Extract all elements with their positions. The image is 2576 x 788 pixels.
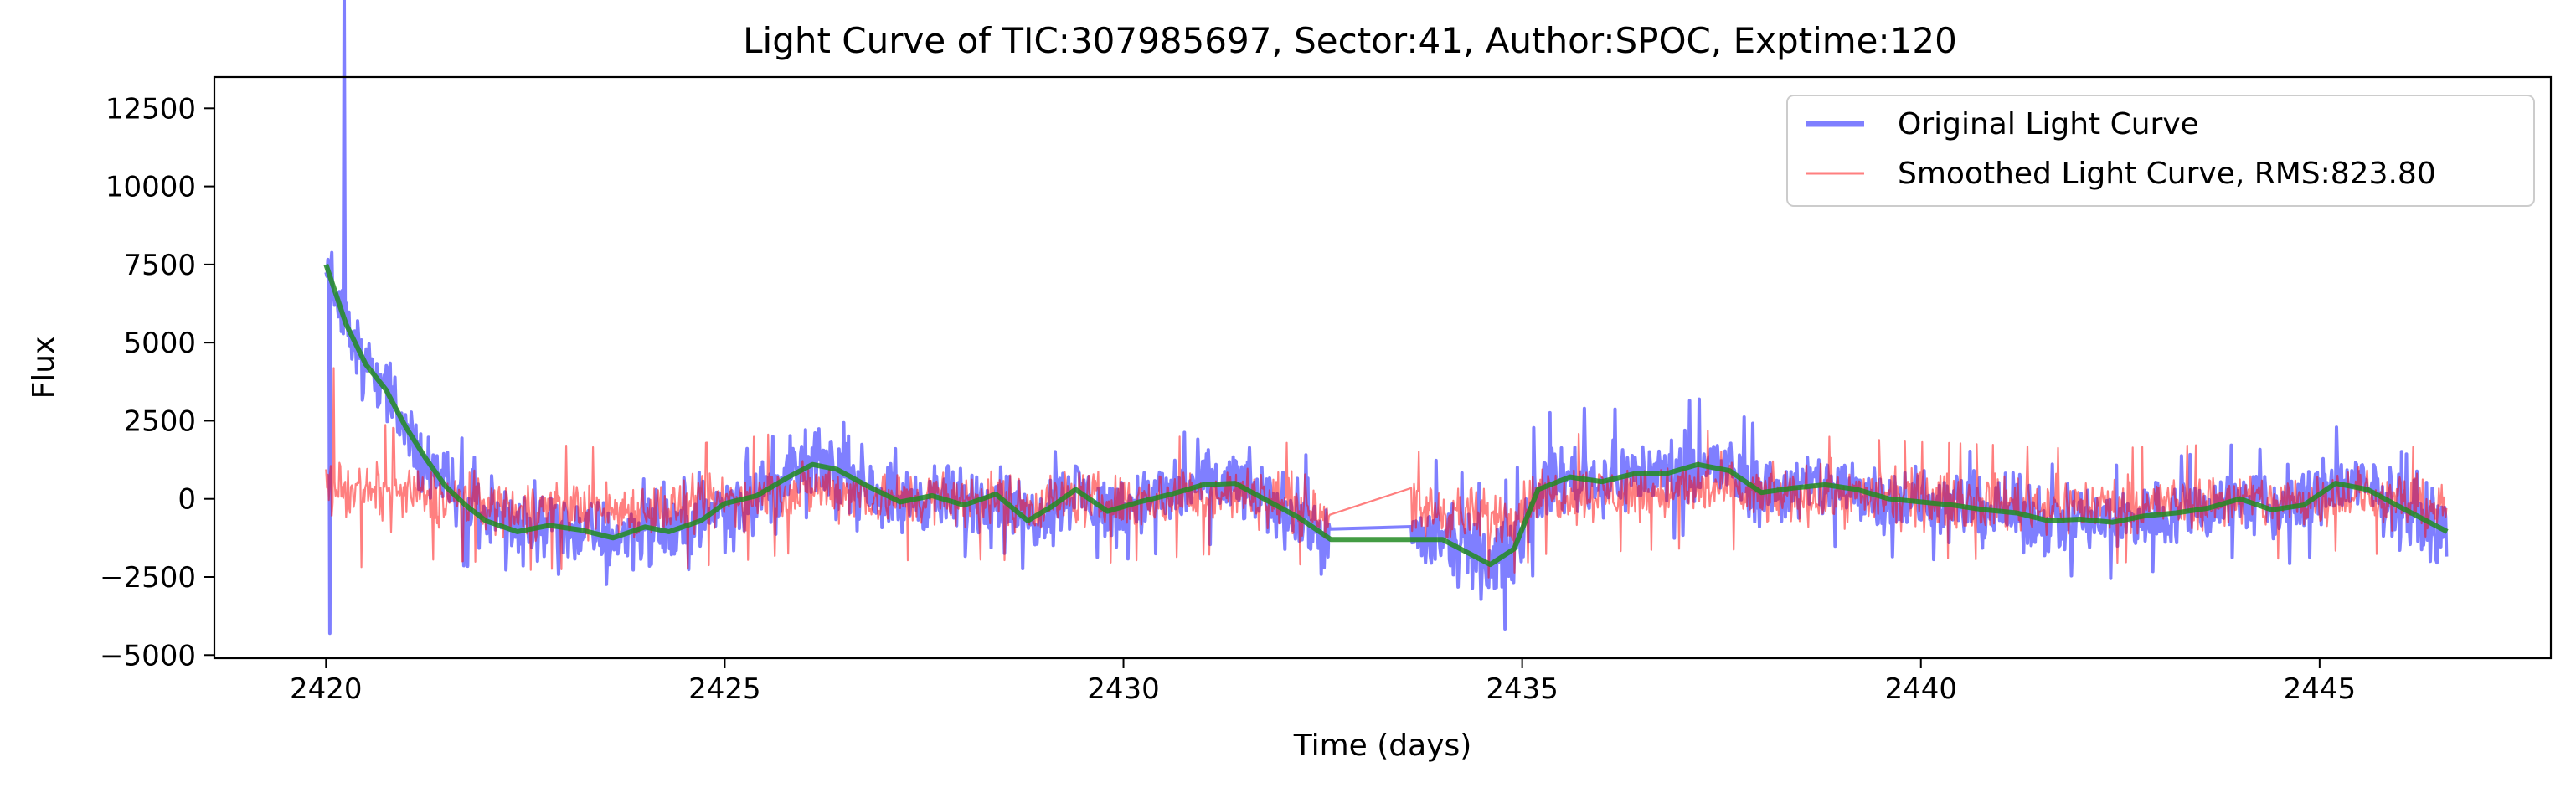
- x-tick-label: 2435: [1486, 672, 1558, 706]
- legend: Original Light Curve Smoothed Light Curv…: [1786, 95, 2535, 207]
- y-tick-label: −5000: [100, 639, 196, 672]
- y-tick-label: 2500: [123, 404, 196, 438]
- x-axis-label: Time (days): [1293, 729, 1472, 763]
- chart-title: Light Curve of TIC:307985697, Sector:41,…: [743, 20, 1957, 61]
- y-axis-label: Flux: [27, 337, 61, 399]
- x-tick-label: 2420: [290, 672, 363, 706]
- y-tick-label: 7500: [123, 249, 196, 282]
- x-tick-label: 2445: [2284, 672, 2357, 706]
- y-axis: −5000 −2500 0 2500 5000 7500 10000 12500: [100, 92, 214, 672]
- y-tick-label: −2500: [100, 561, 196, 595]
- plot-area-frame: [213, 75, 2553, 660]
- y-tick-label: 12500: [106, 92, 196, 126]
- series-trend-line: [323, 263, 2449, 568]
- y-tick-label: 10000: [106, 171, 196, 204]
- x-axis: 2420 2425 2430 2435 2440 2445: [290, 658, 2356, 706]
- legend-label-smoothed: Smoothed Light Curve, RMS:823.80: [1898, 157, 2436, 191]
- x-tick-label: 2430: [1087, 672, 1160, 706]
- x-tick-label: 2440: [1884, 672, 1957, 706]
- legend-label-original: Original Light Curve: [1898, 107, 2199, 142]
- legend-box: [1786, 95, 2535, 207]
- y-tick-label: 5000: [123, 327, 196, 360]
- y-tick-label: 0: [178, 483, 196, 517]
- series-smoothed-line: [325, 367, 2448, 579]
- plot-data-layer: [323, 0, 2449, 636]
- x-tick-label: 2425: [688, 672, 761, 706]
